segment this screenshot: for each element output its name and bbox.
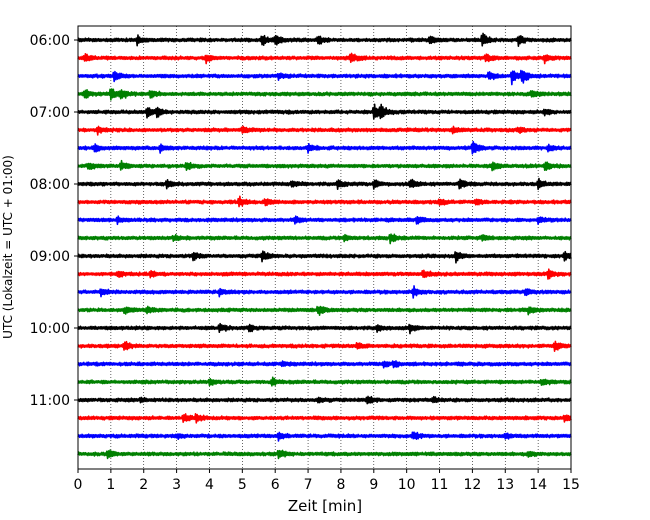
x-tick-label: 1 <box>106 477 115 493</box>
x-tick-label: 5 <box>238 477 247 493</box>
x-tick-label: 0 <box>74 477 83 493</box>
x-tick-label: 7 <box>304 477 313 493</box>
seismic-trace <box>77 449 572 460</box>
x-tick-label: 14 <box>529 477 547 493</box>
x-tick-label: 2 <box>139 477 148 493</box>
y-tick-label: 10:00 <box>30 321 70 337</box>
seismic-trace <box>77 360 572 369</box>
x-axis-ticks: 0 1 2 3 4 5 6 7 8 9 10 11 12 13 14 15 <box>74 469 580 493</box>
seismic-trace <box>77 69 572 86</box>
seismic-trace <box>77 376 572 387</box>
plot-frame <box>77 25 572 470</box>
grid-lines <box>110 26 539 469</box>
x-tick-label: 8 <box>336 477 345 493</box>
seismic-trace <box>77 159 572 172</box>
x-tick-label: 4 <box>205 477 214 493</box>
y-tick-label: 11:00 <box>30 393 70 409</box>
seismic-trace <box>77 140 572 155</box>
x-tick-label: 11 <box>431 477 449 493</box>
seismic-trace <box>77 413 572 424</box>
y-tick-label: 09:00 <box>30 249 70 265</box>
seismic-trace <box>77 88 572 101</box>
seismic-trace <box>77 195 572 208</box>
y-tick-label: 07:00 <box>30 105 70 121</box>
x-tick-label: 13 <box>496 477 514 493</box>
seismic-trace <box>77 395 572 405</box>
y-axis-label: UTC (Lokalzeit = UTC + 01:00) <box>1 155 15 339</box>
seismic-trace <box>77 431 572 442</box>
x-tick-label: 15 <box>562 477 580 493</box>
traces <box>77 32 572 460</box>
seismic-trace <box>77 305 572 316</box>
seismic-trace <box>77 285 572 299</box>
y-tick-label: 06:00 <box>30 33 70 49</box>
seismic-trace <box>77 215 572 226</box>
x-tick-label: 10 <box>398 477 416 493</box>
seismic-trace <box>77 32 572 47</box>
seismic-trace <box>77 322 572 335</box>
seismic-trace <box>77 103 572 120</box>
y-axis-ticks: 06:00 07:00 08:00 09:00 10:00 11:00 <box>30 33 78 409</box>
seismic-trace <box>77 268 572 280</box>
x-tick-label: 12 <box>463 477 481 493</box>
x-tick-label: 3 <box>172 477 181 493</box>
seismic-trace <box>77 233 572 245</box>
seismic-trace <box>77 340 572 352</box>
seismic-trace <box>77 250 572 264</box>
seismic-trace <box>77 52 572 65</box>
y-tick-label: 08:00 <box>30 177 70 193</box>
x-tick-label: 6 <box>271 477 280 493</box>
x-axis-label: Zeit [min] <box>288 497 362 515</box>
x-tick-label: 9 <box>369 477 378 493</box>
seismic-trace <box>77 125 572 136</box>
seismic-trace <box>77 177 572 191</box>
